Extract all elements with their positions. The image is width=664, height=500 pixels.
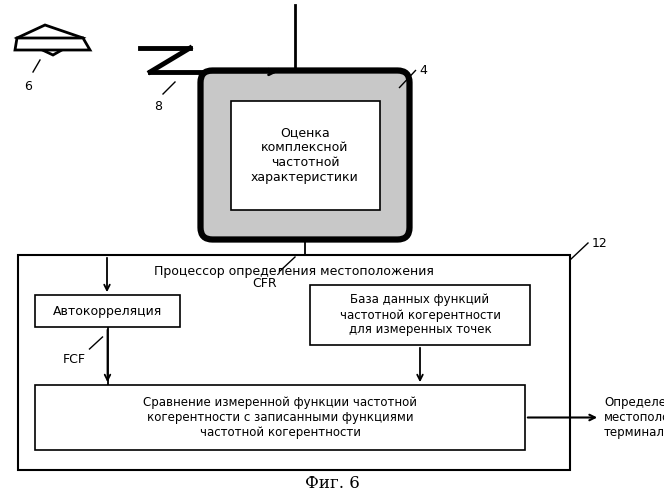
Text: Фиг. 6: Фиг. 6 — [305, 475, 359, 492]
Text: Определение
местоположения
терминала: Определение местоположения терминала — [604, 396, 664, 439]
Bar — [35, 295, 180, 327]
Bar — [35, 385, 525, 450]
Text: 4: 4 — [420, 64, 428, 78]
Text: База данных функций
частотной когерентности
для измеренных точек: База данных функций частотной когерентно… — [339, 294, 501, 337]
Text: CFR: CFR — [252, 277, 277, 290]
FancyBboxPatch shape — [230, 100, 380, 210]
FancyBboxPatch shape — [201, 70, 410, 239]
Bar — [310, 285, 530, 345]
Bar — [18, 255, 570, 470]
Text: Процессор определения местоположения: Процессор определения местоположения — [154, 264, 434, 278]
Text: Сравнение измеренной функции частотной
когерентности с записанными функциями
час: Сравнение измеренной функции частотной к… — [143, 396, 417, 439]
Text: FCF: FCF — [62, 353, 86, 366]
Text: 6: 6 — [24, 80, 32, 93]
Polygon shape — [15, 38, 90, 50]
Polygon shape — [17, 25, 83, 55]
Text: Автокорреляция: Автокорреляция — [53, 304, 162, 318]
Text: 8: 8 — [154, 100, 162, 113]
Text: Оценка
комплексной
частотной
характеристики: Оценка комплексной частотной характерист… — [251, 126, 359, 184]
Text: 12: 12 — [592, 237, 608, 250]
